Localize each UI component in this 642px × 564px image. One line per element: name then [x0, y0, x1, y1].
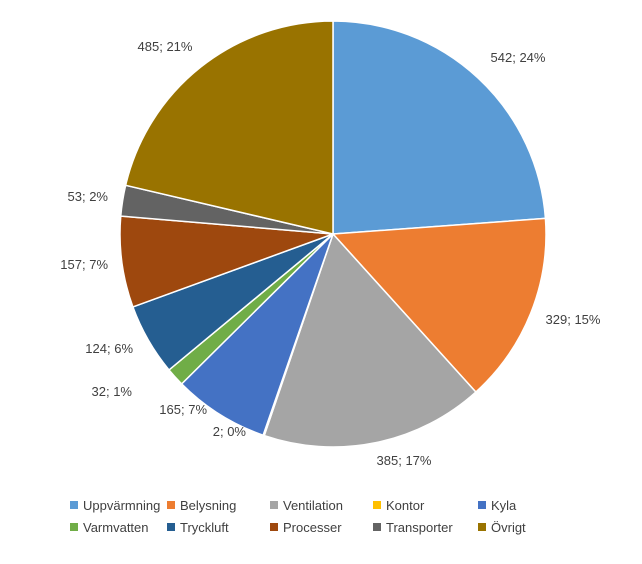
- data-label-8: 157; 7%: [60, 257, 108, 272]
- data-label-7: 124; 6%: [85, 341, 133, 356]
- legend-label: Kyla: [491, 497, 517, 513]
- legend-swatch: [478, 501, 486, 509]
- data-label-3: 385; 17%: [377, 453, 432, 468]
- legend-label: Tryckluft: [180, 519, 229, 535]
- legend-swatch: [478, 523, 486, 531]
- data-label-1: 542; 24%: [491, 50, 546, 65]
- pie-chart: 542; 24% 329; 15% 385; 17% 2; 0% 165; 7% 32; …: [60, 20, 601, 468]
- data-labels: 542; 24% 329; 15% 385; 17% 2; 0% 165; 7% 32; …: [60, 39, 601, 468]
- legend-swatch: [373, 501, 381, 509]
- legend-item-ventilation: Ventilation: [270, 498, 373, 513]
- pie-slice-1: [332, 20, 547, 235]
- legend-label: Uppvärmning: [83, 497, 161, 513]
- legend-label: Belysning: [180, 497, 237, 513]
- data-label-9: 53; 2%: [68, 189, 109, 204]
- data-label-6: 32; 1%: [92, 384, 133, 399]
- legend-label: Processer: [283, 519, 342, 535]
- legend-label: Ventilation: [283, 497, 343, 513]
- legend-label: Kontor: [386, 497, 425, 513]
- pie-slice-10: [124, 20, 334, 235]
- pie-slices: [119, 20, 547, 448]
- pie-slice-3: [263, 233, 477, 448]
- legend-item-transporter: Transporter: [373, 520, 478, 535]
- legend-item-kontor: Kontor: [373, 498, 478, 513]
- legend-swatch: [270, 523, 278, 531]
- legend-row-2: Varmvatten Tryckluft Processer Transport…: [70, 516, 570, 538]
- legend-item-ovrigt: Övrigt: [478, 520, 548, 535]
- data-label-4: 2; 0%: [213, 424, 247, 439]
- legend-item-uppvarmning: Uppvärmning: [70, 498, 167, 513]
- pie-slice-2: [332, 217, 547, 393]
- legend-swatch: [167, 501, 175, 509]
- legend-item-processer: Processer: [270, 520, 373, 535]
- data-label-5: 165; 7%: [159, 402, 207, 417]
- legend-swatch: [70, 501, 78, 509]
- legend-swatch: [70, 523, 78, 531]
- legend-item-tryckluft: Tryckluft: [167, 520, 270, 535]
- legend-swatch: [167, 523, 175, 531]
- data-label-10: 485; 21%: [138, 39, 193, 54]
- legend-swatch: [270, 501, 278, 509]
- legend-item-belysning: Belysning: [167, 498, 270, 513]
- legend-item-varmvatten: Varmvatten: [70, 520, 167, 535]
- legend: Uppvärmning Belysning Ventilation Kontor…: [70, 494, 570, 538]
- legend-row-1: Uppvärmning Belysning Ventilation Kontor…: [70, 494, 570, 516]
- legend-label: Övrigt: [491, 519, 526, 535]
- legend-label: Transporter: [386, 519, 453, 535]
- data-label-2: 329; 15%: [546, 312, 601, 327]
- legend-label: Varmvatten: [83, 519, 149, 535]
- legend-swatch: [373, 523, 381, 531]
- legend-item-kyla: Kyla: [478, 498, 548, 513]
